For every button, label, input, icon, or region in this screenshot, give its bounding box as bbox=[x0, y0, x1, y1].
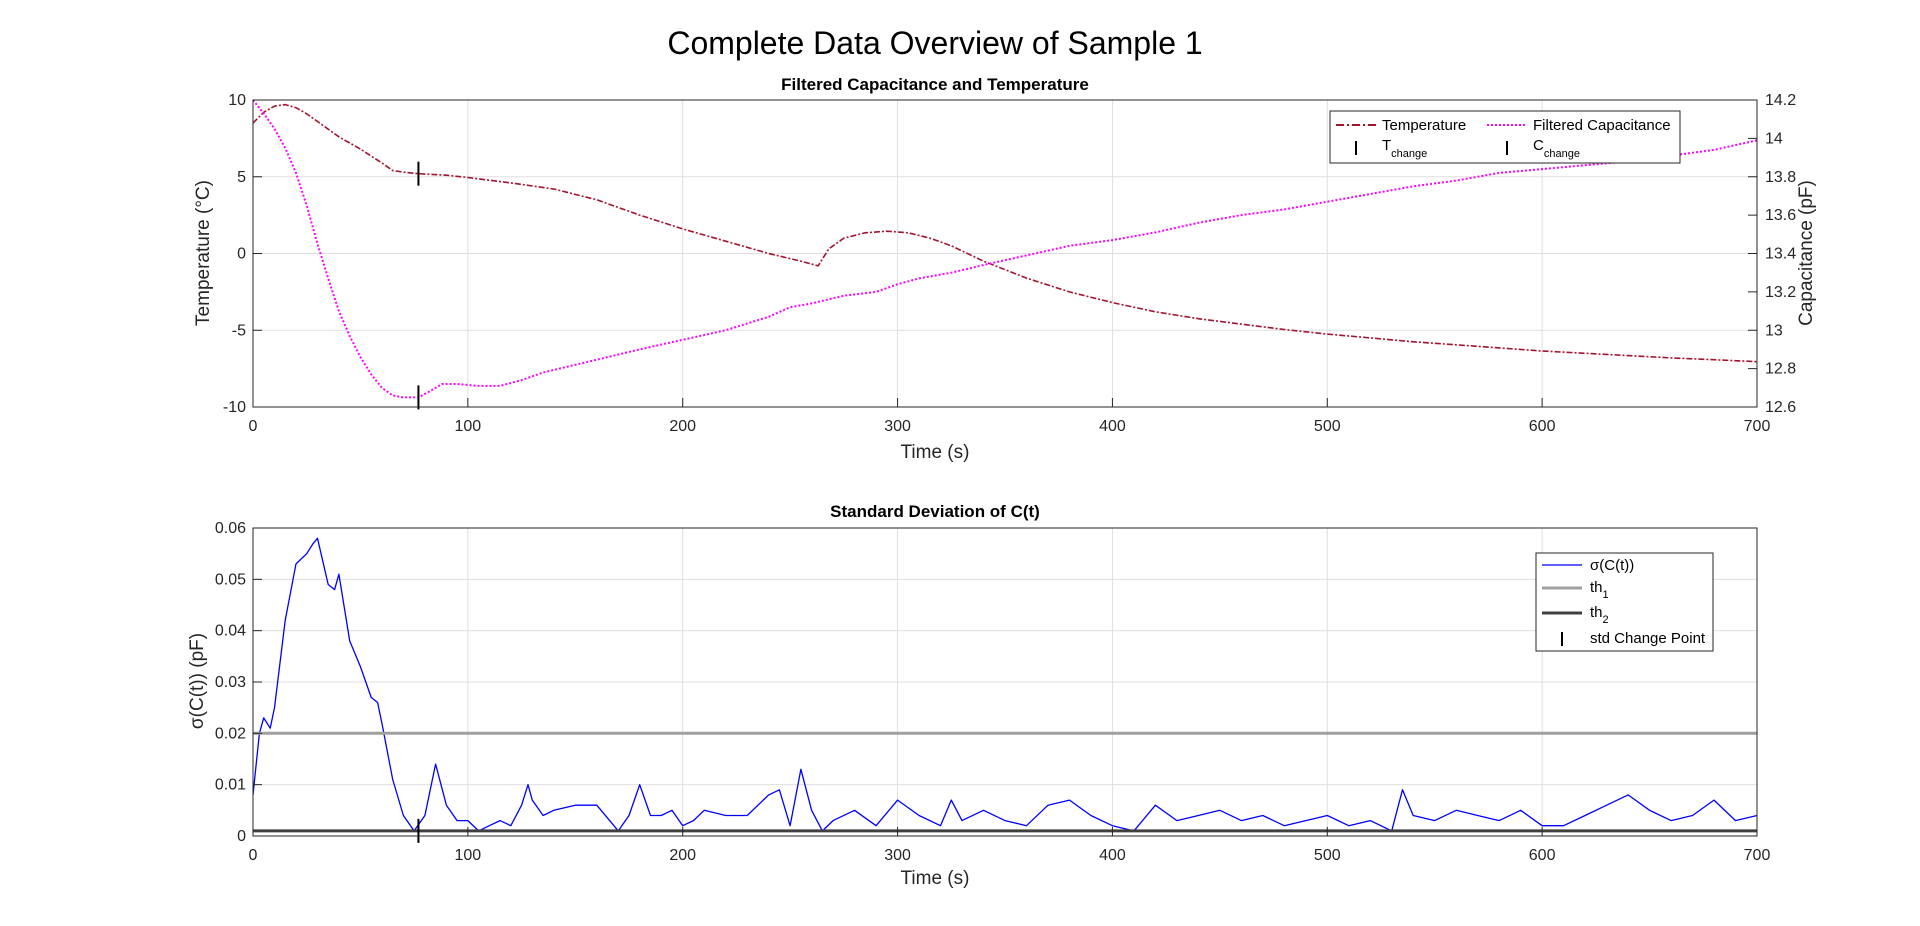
top-xtick-label: 600 bbox=[1529, 418, 1556, 435]
bottom-ytick-label: 0.02 bbox=[215, 725, 246, 742]
bottom-ytick-label: 0.03 bbox=[215, 674, 246, 691]
top-chart-series bbox=[252, 99, 1758, 410]
legend-tchange-main: T bbox=[1382, 137, 1391, 154]
top-ytick-label: -5 bbox=[232, 322, 246, 339]
bottom-ytick-label: 0.01 bbox=[215, 777, 246, 794]
legend-change-point-label: std Change Point bbox=[1590, 630, 1706, 647]
legend-cchange-main: C bbox=[1533, 137, 1544, 154]
bottom-chart-series bbox=[252, 537, 1758, 843]
bottom-xtick-label: 100 bbox=[455, 847, 482, 864]
top-ytick-right-label: 12.8 bbox=[1765, 361, 1796, 378]
bottom-xtick-label: 600 bbox=[1529, 847, 1556, 864]
bottom-xtick-label: 0 bbox=[249, 847, 258, 864]
top-xtick-label: 200 bbox=[669, 418, 696, 435]
bottom-ytick-label: 0.04 bbox=[215, 623, 246, 640]
top-ytick-right-label: 14 bbox=[1765, 130, 1783, 147]
top-chart-legend: Temperature Filtered Capacitance Tchange… bbox=[1329, 110, 1681, 164]
bottom-ytick-label: 0.05 bbox=[215, 571, 246, 588]
top-xtick-label: 0 bbox=[249, 418, 258, 435]
legend-temperature-label: Temperature bbox=[1382, 117, 1466, 134]
top-ytick-label: 5 bbox=[237, 169, 246, 186]
bottom-series-0 bbox=[252, 537, 1758, 832]
bottom-xtick-label: 400 bbox=[1099, 847, 1126, 864]
legend-th2-sub: 2 bbox=[1603, 614, 1609, 626]
top-ytick-right-label: 13.8 bbox=[1765, 169, 1796, 186]
bottom-chart-xlabel: Time (s) bbox=[901, 868, 970, 889]
top-axes-box bbox=[252, 99, 1758, 408]
bottom-chart-grid bbox=[252, 527, 1758, 837]
top-chart-ylabel-right: Capacitance (pF) bbox=[1796, 180, 1817, 326]
top-xtick-label: 700 bbox=[1744, 418, 1771, 435]
legend-th2-main: th bbox=[1590, 604, 1603, 621]
top-ytick-right-label: 13.4 bbox=[1765, 246, 1796, 263]
top-ytick-right-label: 13.6 bbox=[1765, 207, 1796, 224]
top-series-0 bbox=[252, 103, 1758, 363]
top-ytick-right-label: 14.2 bbox=[1765, 92, 1796, 109]
bottom-xtick-label: 500 bbox=[1314, 847, 1341, 864]
bottom-chart: Standard Deviation of C(t) 0 100 200 300 400… bbox=[187, 502, 1770, 889]
bottom-chart-title: Standard Deviation of C(t) bbox=[830, 502, 1040, 521]
bottom-axes-box bbox=[252, 527, 1758, 837]
top-series-1 bbox=[252, 99, 1758, 399]
top-ytick-right-label: 13 bbox=[1765, 322, 1783, 339]
top-xtick-label: 500 bbox=[1314, 418, 1341, 435]
top-ytick-label: 0 bbox=[237, 246, 246, 263]
legend-tchange-label: Tchange bbox=[1382, 137, 1427, 160]
bottom-xtick-label: 300 bbox=[884, 847, 911, 864]
top-chart-title: Filtered Capacitance and Temperature bbox=[781, 75, 1089, 94]
bottom-chart-legend: σ(C(t)) th1 th2 std Change Point bbox=[1535, 552, 1714, 652]
figure-title: Complete Data Overview of Sample 1 bbox=[667, 25, 1202, 61]
top-xtick-label: 100 bbox=[455, 418, 482, 435]
legend-cchange-label: Cchange bbox=[1533, 137, 1580, 160]
top-chart: Filtered Capacitance and Temperature 0 10… bbox=[193, 75, 1817, 463]
bottom-chart-ylabel: σ(C(t)) (pF) bbox=[187, 633, 208, 729]
top-chart-axes: 0 100 200 300 400 500 600 700 -10 -5 0 5 10 12.6 12.8 1… bbox=[223, 92, 1796, 435]
legend-th2-label: th2 bbox=[1590, 604, 1609, 626]
top-chart-ylabel: Temperature (°C) bbox=[193, 180, 214, 326]
top-ytick-label: 10 bbox=[228, 92, 246, 109]
bottom-ytick-label: 0.06 bbox=[215, 520, 246, 537]
top-ytick-label: -10 bbox=[223, 399, 246, 416]
legend-th1-sub: 1 bbox=[1603, 589, 1609, 601]
top-chart-xlabel: Time (s) bbox=[901, 442, 970, 463]
legend-tchange-sub: change bbox=[1391, 148, 1427, 160]
legend-capacitance-label: Filtered Capacitance bbox=[1533, 117, 1671, 134]
bottom-xtick-label: 700 bbox=[1744, 847, 1771, 864]
top-xtick-label: 400 bbox=[1099, 418, 1126, 435]
top-xtick-label: 300 bbox=[884, 418, 911, 435]
top-ytick-right-label: 12.6 bbox=[1765, 399, 1796, 416]
legend-th1-main: th bbox=[1590, 579, 1603, 596]
legend-th1-label: th1 bbox=[1590, 579, 1609, 601]
bottom-chart-axes: 0 100 200 300 400 500 600 700 0 0.01 0.02 0.03 0.04 0… bbox=[215, 520, 1771, 864]
bottom-xtick-label: 200 bbox=[669, 847, 696, 864]
legend-cchange-sub: change bbox=[1544, 148, 1580, 160]
top-ytick-right-label: 13.2 bbox=[1765, 284, 1796, 301]
bottom-ytick-label: 0 bbox=[237, 828, 246, 845]
legend-sigma-label: σ(C(t)) bbox=[1590, 557, 1634, 574]
